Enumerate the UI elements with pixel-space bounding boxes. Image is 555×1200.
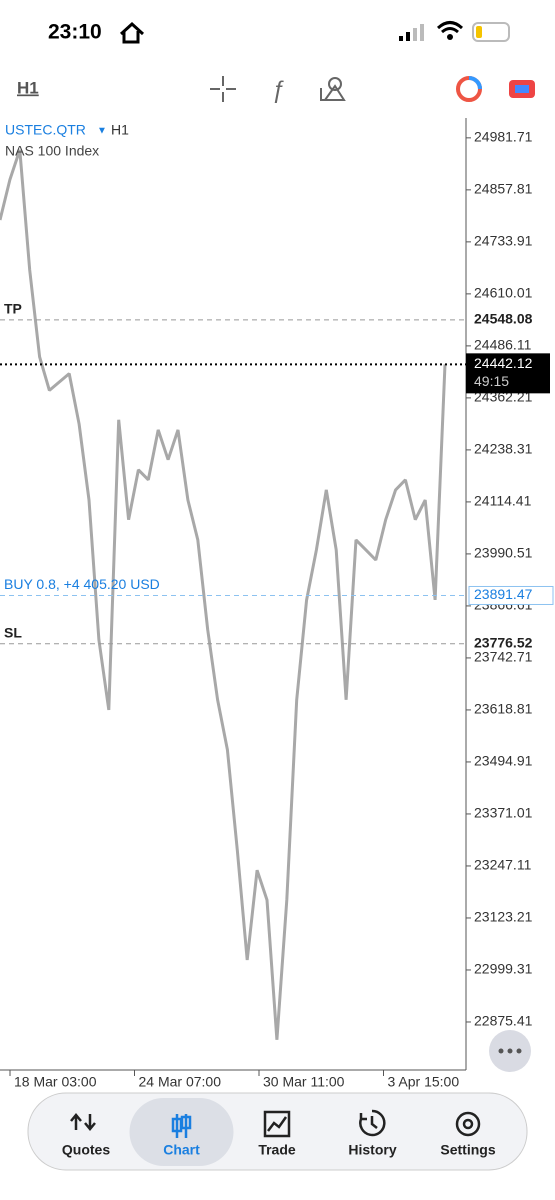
status-icons bbox=[399, 21, 510, 42]
y-tick-label: 24114.41 bbox=[474, 493, 532, 509]
timeframe-button[interactable]: H1 bbox=[17, 78, 39, 97]
clock: 23:10 bbox=[48, 21, 102, 44]
price-line bbox=[0, 149, 447, 1040]
y-tick-label: 24238.31 bbox=[474, 441, 533, 457]
y-tick-label: 23990.51 bbox=[474, 545, 533, 561]
tab-label[interactable]: Quotes bbox=[62, 1142, 110, 1158]
tp-price: 24548.08 bbox=[474, 311, 533, 327]
home-icon bbox=[119, 21, 145, 44]
account-icon[interactable] bbox=[456, 76, 482, 102]
sl-price-bg bbox=[469, 635, 553, 652]
y-tick-label: 23618.81 bbox=[474, 701, 533, 717]
tab-icon[interactable] bbox=[171, 1114, 192, 1138]
x-tick-label: 18 Mar 03:00 bbox=[14, 1074, 97, 1090]
x-tick-label: 3 Apr 15:00 bbox=[388, 1074, 460, 1090]
y-tick-label: 22999.31 bbox=[474, 961, 533, 977]
tab-bar bbox=[27, 1092, 528, 1171]
more-button[interactable] bbox=[489, 1030, 531, 1072]
y-tick-label: 23123.21 bbox=[474, 909, 533, 925]
y-tick-label: 23742.71 bbox=[474, 649, 533, 665]
crosshair-icon[interactable] bbox=[210, 76, 236, 102]
objects-icon[interactable] bbox=[320, 77, 346, 101]
symbol[interactable]: USTEC.QTR bbox=[5, 122, 86, 138]
tab-icon[interactable] bbox=[70, 1113, 96, 1131]
position-price: 23891.47 bbox=[474, 586, 533, 602]
symbol-arrow: ▼ bbox=[97, 126, 107, 137]
position-price-bg bbox=[468, 585, 554, 605]
y-tick-label: 22875.41 bbox=[474, 1013, 533, 1029]
tab-label[interactable]: Settings bbox=[440, 1142, 495, 1158]
bar-countdown: 49:15 bbox=[474, 373, 509, 389]
y-tick-label: 23494.91 bbox=[474, 753, 533, 769]
y-tick-label: 24486.11 bbox=[474, 337, 532, 353]
sl-price: 23776.52 bbox=[474, 634, 533, 650]
sl-label: SL bbox=[4, 624, 22, 640]
chart: 24981.71 24857.81 24733.91 24610.01 24486.11… bbox=[0, 118, 554, 1090]
tab-icon[interactable] bbox=[455, 1111, 481, 1137]
y-tick-label: 23371.01 bbox=[474, 805, 533, 821]
y-tick-label: 24981.71 bbox=[474, 129, 533, 145]
current-price: 24442.12 bbox=[474, 355, 533, 371]
tab-label[interactable]: History bbox=[348, 1142, 396, 1158]
indicator-icon[interactable]: ƒ bbox=[271, 76, 284, 103]
symbol-description: NAS 100 Index bbox=[5, 143, 99, 159]
y-tick-label: 24857.81 bbox=[474, 181, 533, 197]
tab-label[interactable]: Chart bbox=[163, 1142, 200, 1158]
tab-label[interactable]: Trade bbox=[258, 1142, 296, 1158]
y-tick-label: 24610.01 bbox=[474, 285, 533, 301]
x-tick-label: 30 Mar 11:00 bbox=[263, 1074, 345, 1090]
tab-icon[interactable] bbox=[359, 1109, 386, 1137]
y-tick-label: 23247.11 bbox=[474, 857, 532, 873]
x-tick-label: 24 Mar 07:00 bbox=[139, 1074, 222, 1090]
current-price-box bbox=[466, 353, 550, 394]
trade-icon[interactable] bbox=[509, 80, 535, 98]
tp-label: TP bbox=[4, 301, 22, 317]
position-label: BUY 0.8, +4 405.20 USD bbox=[4, 576, 160, 592]
symbol-timeframe: H1 bbox=[111, 122, 129, 138]
tabs: Quotes Chart Trade History Settings bbox=[62, 1098, 496, 1166]
tab-icon[interactable] bbox=[263, 1110, 291, 1138]
y-tick-label: 24733.91 bbox=[474, 233, 533, 249]
